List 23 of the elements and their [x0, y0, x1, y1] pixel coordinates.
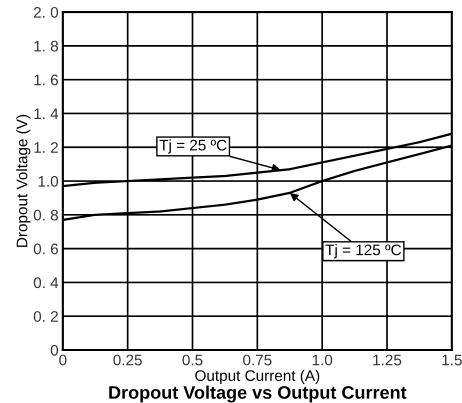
x-tick-label: 0 — [59, 354, 66, 366]
y-tick-label: 1. 4 — [34, 108, 58, 119]
y-tick-label: 1. 8 — [34, 40, 58, 52]
y-axis-title: Dropout Voltage (V) — [16, 114, 30, 247]
y-tick-label: 1. 2 — [34, 142, 58, 153]
y-tick-label: 0. 6 — [34, 244, 58, 254]
annotation: Tj = 25 ºC — [160, 139, 227, 154]
x-tick-label: 0.25 — [113, 354, 142, 366]
y-tick-label: 0. 8 — [34, 210, 58, 221]
y-tick-label: 2. 0 — [34, 6, 58, 18]
x-tick-label: 1.0 — [312, 354, 332, 366]
text: Dropout Voltage vs Output Current — [109, 386, 406, 403]
y-tick-label: 0. 4 — [34, 277, 58, 288]
y-tick-label: 1. 6 — [34, 74, 58, 86]
y-tick-label: 0. 2 — [34, 311, 58, 322]
annotation: Tj = 125 ºC — [325, 244, 402, 258]
y-tick-label: 0 — [50, 344, 58, 356]
x-tick-label: 0.75 — [243, 354, 272, 366]
x-axis-title: Output Current (A) — [195, 370, 320, 384]
x-tick-label: 1.5 — [442, 354, 462, 366]
x-tick-label: 0.5 — [182, 354, 202, 366]
x-tick-label: 1.25 — [373, 354, 402, 366]
y-tick-label: 1.0 — [38, 176, 58, 187]
